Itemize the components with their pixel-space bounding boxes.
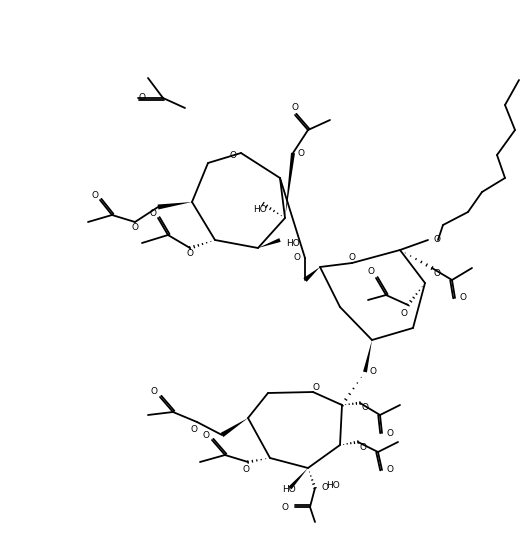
Text: HO: HO: [326, 481, 340, 491]
Text: O: O: [92, 190, 98, 200]
Polygon shape: [304, 267, 320, 282]
Polygon shape: [158, 202, 192, 209]
Text: O: O: [291, 102, 298, 111]
Text: O: O: [387, 428, 393, 438]
Text: O: O: [460, 294, 467, 302]
Text: O: O: [312, 382, 319, 392]
Text: O: O: [190, 426, 197, 434]
Polygon shape: [363, 340, 372, 372]
Text: O: O: [187, 249, 194, 259]
Text: O: O: [138, 94, 146, 102]
Text: O: O: [433, 268, 440, 278]
Text: O: O: [368, 267, 375, 276]
Text: HO: HO: [286, 239, 300, 247]
Text: O: O: [387, 465, 393, 474]
Polygon shape: [285, 153, 295, 218]
Text: O: O: [400, 308, 408, 318]
Text: O: O: [282, 503, 289, 511]
Polygon shape: [220, 418, 248, 437]
Text: O: O: [298, 148, 305, 157]
Text: O: O: [203, 431, 209, 439]
Text: O: O: [242, 465, 249, 474]
Text: O: O: [149, 208, 157, 217]
Text: O: O: [370, 367, 377, 377]
Text: O: O: [361, 404, 369, 412]
Text: O: O: [150, 387, 157, 397]
Text: HO: HO: [253, 206, 267, 214]
Polygon shape: [258, 238, 281, 248]
Text: O: O: [321, 484, 328, 492]
Text: O: O: [359, 443, 367, 452]
Text: O: O: [229, 150, 236, 160]
Text: O: O: [434, 235, 441, 245]
Text: O: O: [132, 223, 138, 233]
Polygon shape: [289, 468, 308, 490]
Text: HO: HO: [282, 485, 296, 494]
Text: O: O: [349, 254, 356, 262]
Text: O: O: [293, 254, 300, 262]
